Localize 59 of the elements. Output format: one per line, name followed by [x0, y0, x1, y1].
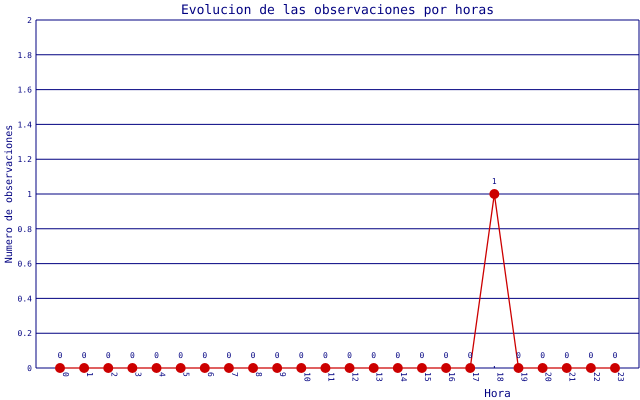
data-label: 1	[492, 177, 497, 186]
x-tick-label: 6	[206, 372, 215, 377]
data-label: 0	[274, 351, 280, 360]
x-tick-label: 0	[61, 372, 70, 377]
x-tick-label: 15	[422, 372, 432, 382]
y-tick-label: 2	[27, 16, 32, 25]
data-label: 0	[130, 351, 135, 360]
data-label: 0	[226, 351, 232, 360]
x-tick-label: 22	[592, 372, 601, 382]
data-label: 0	[612, 351, 618, 360]
x-tick-label: 11	[326, 372, 336, 382]
x-tick-label: 20	[544, 372, 553, 382]
data-label: 0	[420, 351, 425, 360]
x-tick-label: 8	[254, 372, 264, 377]
x-tick-label: 9	[278, 372, 288, 377]
y-tick-label: 0.6	[18, 260, 32, 269]
x-tick-label: 1	[85, 372, 94, 377]
x-tick-label: 19	[519, 372, 528, 382]
data-label: 0	[202, 351, 208, 360]
data-label: 0	[323, 351, 328, 360]
data-label: 0	[347, 351, 352, 360]
data-label: 0	[250, 351, 256, 360]
chart-title: Evolucion de las observaciones por horas	[180, 3, 494, 18]
x-tick-label: 23	[616, 372, 625, 382]
y-tick-label: 1.2	[18, 155, 32, 164]
data-label: 0	[588, 351, 594, 360]
x-axis-title: Hora	[484, 387, 511, 400]
data-label: 0	[154, 351, 160, 360]
x-tick-label: 4	[158, 372, 167, 377]
x-tick-label: 7	[230, 372, 239, 377]
y-axis-title: Numero de observaciones	[4, 124, 15, 264]
x-tick-label: 21	[568, 372, 577, 382]
data-label: 0	[106, 351, 111, 360]
y-tick-label: 1	[27, 190, 32, 199]
data-label: 0	[540, 351, 546, 360]
data-label: 0	[395, 351, 400, 360]
data-label: 0	[371, 351, 376, 360]
y-tick-label: 1.8	[18, 50, 32, 60]
y-tick-label: 0.2	[18, 329, 32, 338]
x-tick-label: 5	[182, 372, 191, 377]
x-tick-label: 17	[471, 372, 480, 382]
y-tick-label: 0.4	[18, 294, 32, 304]
data-label: 0	[58, 351, 63, 360]
x-tick-label: 18	[495, 372, 504, 382]
data-label: 0	[444, 351, 449, 360]
x-tick-label: 12	[350, 372, 360, 382]
data-label: 0	[298, 351, 304, 360]
y-tick-label: 0.8	[18, 224, 32, 234]
x-tick-label: 2	[109, 372, 118, 377]
x-tick-label: 16	[447, 372, 456, 382]
x-tick-label: 3	[133, 372, 142, 377]
data-label: 0	[178, 351, 184, 360]
y-tick-label: 1.6	[18, 86, 32, 95]
x-tick-label: 13	[374, 372, 384, 382]
data-label: 0	[82, 351, 87, 360]
y-tick-label: 1.4	[18, 120, 32, 130]
data-label: 0	[564, 351, 570, 360]
x-tick-label: 10	[302, 372, 312, 382]
x-tick-label: 14	[398, 372, 408, 382]
